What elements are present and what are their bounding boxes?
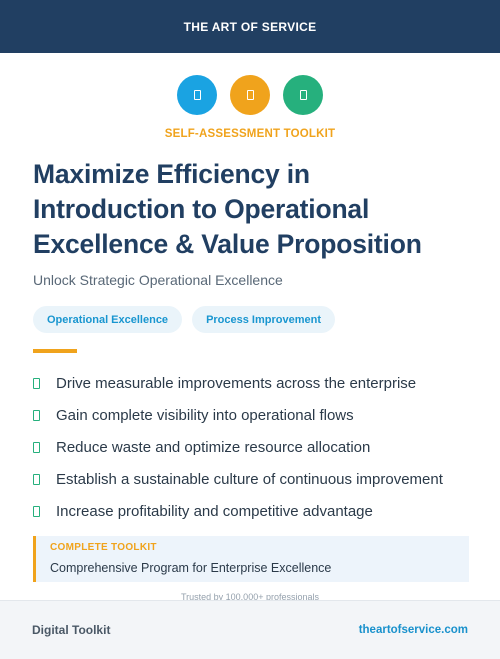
list-item-text: Drive measurable improvements across the…	[56, 374, 417, 392]
list-item: Establish a sustainable culture of conti…	[33, 463, 473, 495]
check-icon	[33, 377, 40, 389]
list-item: Reduce waste and optimize resource alloc…	[33, 431, 473, 463]
callout-text: Comprehensive Program for Enterprise Exc…	[50, 561, 332, 575]
tag-list: Operational Excellence Process Improveme…	[33, 306, 335, 333]
title-line: Maximize Efficiency in	[33, 159, 310, 189]
subtitle: Unlock Strategic Operational Excellence	[33, 272, 283, 288]
green-document-icon	[283, 75, 323, 115]
list-item: Drive measurable improvements across the…	[33, 367, 473, 399]
icon-row	[0, 75, 500, 115]
brand-title: THE ART OF SERVICE	[183, 19, 317, 34]
tag-process-improvement: Process Improvement	[192, 306, 335, 333]
list-item-text: Establish a sustainable culture of conti…	[56, 470, 443, 488]
header-bar: THE ART OF SERVICE	[0, 0, 500, 53]
list-item: Gain complete visibility into operationa…	[33, 399, 473, 431]
tag-operational-excellence: Operational Excellence	[33, 306, 183, 333]
list-item-text: Gain complete visibility into operationa…	[56, 406, 354, 424]
kicker-label: SELF-ASSESSMENT TOOLKIT	[164, 128, 336, 140]
footer-bar: Digital Toolkit theartofservice.com	[0, 600, 500, 659]
blue-document-icon	[177, 75, 217, 115]
title-line: Introduction to Operational	[33, 194, 370, 224]
check-icon	[33, 505, 40, 517]
trusted-note: Trusted by 100,000+ professionals	[180, 592, 319, 602]
accent-divider	[33, 349, 77, 353]
page-title: Maximize Efficiency in Introduction to O…	[33, 157, 473, 262]
title-line: Excellence & Value Proposition	[33, 229, 422, 259]
website-link[interactable]: theartofservice.com	[358, 624, 468, 636]
benefit-list: Drive measurable improvements across the…	[33, 367, 473, 527]
list-item-text: Reduce waste and optimize resource alloc…	[56, 438, 371, 456]
toolkit-callout: COMPLETE TOOLKIT Comprehensive Program f…	[33, 536, 469, 582]
callout-label: COMPLETE TOOLKIT	[50, 542, 157, 553]
check-icon	[33, 409, 40, 421]
check-icon	[33, 441, 40, 453]
orange-document-icon	[230, 75, 270, 115]
check-icon	[33, 473, 40, 485]
list-item-text: Increase profitability and competitive a…	[56, 502, 373, 520]
list-item: Increase profitability and competitive a…	[33, 495, 473, 527]
footer-label: Digital Toolkit	[32, 623, 111, 637]
